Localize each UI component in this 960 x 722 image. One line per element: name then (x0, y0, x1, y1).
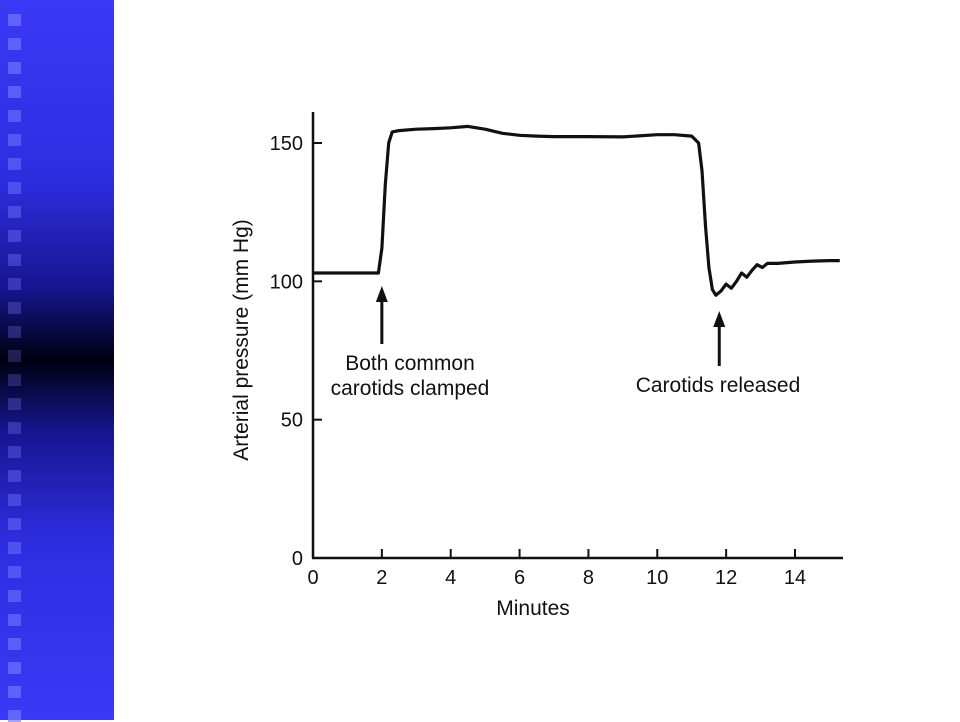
sidebar-square (8, 278, 21, 290)
sidebar-square (8, 710, 21, 722)
annotation-label: Both common (345, 352, 475, 375)
sidebar-square (8, 614, 21, 626)
y-axis-label: Arterial pressure (mm Hg) (230, 219, 253, 461)
y-tick-label: 150 (270, 133, 303, 155)
annotation-arrow-head (375, 286, 388, 302)
sidebar-square (8, 38, 21, 50)
annotation-label: carotids clamped (331, 377, 490, 400)
y-tick-label: 50 (281, 410, 303, 432)
y-tick-label: 0 (292, 548, 303, 570)
x-tick-label: 14 (784, 567, 806, 589)
annotation-arrow-head (713, 311, 726, 327)
sidebar-square (8, 182, 21, 194)
sidebar-square (8, 422, 21, 434)
sidebar-square (8, 374, 21, 386)
y-tick-label: 100 (270, 271, 303, 293)
x-tick-label: 2 (376, 567, 387, 589)
x-axis-label: Minutes (496, 597, 570, 620)
x-tick-label: 8 (583, 567, 594, 589)
sidebar-square (8, 158, 21, 170)
x-tick-label: 12 (715, 567, 737, 589)
sidebar-square-pattern (0, 0, 24, 722)
sidebar-square (8, 134, 21, 146)
sidebar-square (8, 590, 21, 602)
annotation-label: Carotids released (636, 374, 801, 397)
x-tick-label: 6 (514, 567, 525, 589)
sidebar-square (8, 542, 21, 554)
x-tick-label: 0 (307, 567, 318, 589)
sidebar-square (8, 494, 21, 506)
sidebar-square (8, 302, 21, 314)
sidebar-square (8, 350, 21, 362)
x-tick-label: 10 (646, 567, 668, 589)
sidebar-square (8, 470, 21, 482)
sidebar-square (8, 62, 21, 74)
sidebar-square (8, 86, 21, 98)
sidebar-square (8, 662, 21, 674)
sidebar-square (8, 326, 21, 338)
sidebar-square (8, 206, 21, 218)
sidebar-square (8, 230, 21, 242)
sidebar-square (8, 566, 21, 578)
series-line (313, 124, 840, 297)
sidebar-square (8, 686, 21, 698)
sidebar-square (8, 254, 21, 266)
sidebar-square (8, 14, 21, 26)
x-tick-label: 4 (445, 567, 456, 589)
sidebar-square (8, 446, 21, 458)
slide-sidebar (0, 0, 114, 722)
sidebar-square (8, 518, 21, 530)
sidebar-square (8, 638, 21, 650)
sidebar-square (8, 398, 21, 410)
sidebar-square (8, 110, 21, 122)
chart-axes (311, 112, 843, 560)
